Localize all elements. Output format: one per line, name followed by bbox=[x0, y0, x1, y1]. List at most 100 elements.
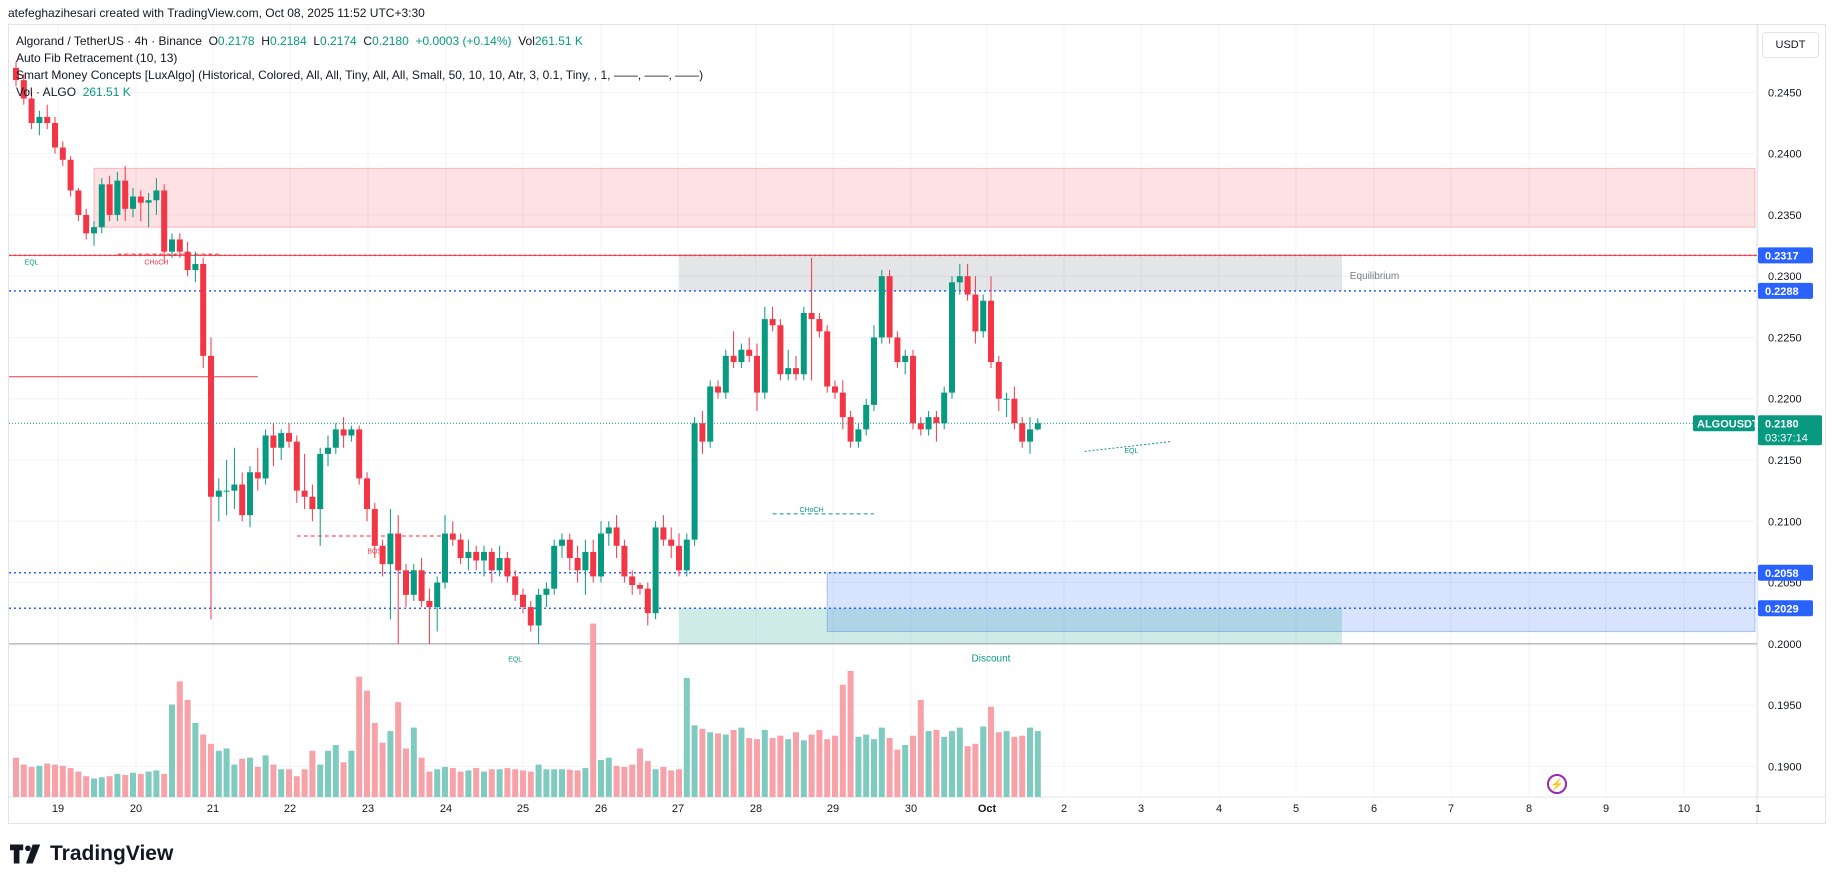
volume-bar bbox=[980, 726, 987, 797]
lightning-icon[interactable]: ⚡ bbox=[1547, 774, 1567, 794]
volume-bar bbox=[582, 768, 589, 797]
x-tick-label: 19 bbox=[52, 803, 64, 815]
volume-bar bbox=[964, 746, 971, 797]
volume-bar bbox=[715, 733, 721, 797]
volume-bar bbox=[676, 769, 682, 797]
x-tick-label: 1 bbox=[1755, 803, 1761, 815]
volume-bar bbox=[254, 766, 261, 797]
candle-body bbox=[980, 300, 987, 332]
volume-bar bbox=[543, 769, 550, 797]
candle-body bbox=[75, 190, 82, 215]
legend-volume-indicator[interactable]: Vol · ALGO 261.51 K bbox=[16, 84, 703, 101]
volume-bar bbox=[83, 776, 90, 797]
candle-body bbox=[894, 337, 901, 362]
volume-bar bbox=[52, 764, 58, 797]
volume-bar bbox=[902, 744, 909, 797]
candle-body bbox=[722, 355, 729, 393]
volume-bar bbox=[395, 702, 402, 797]
candle-body bbox=[956, 276, 963, 283]
candle-body bbox=[153, 190, 160, 201]
volume-bar bbox=[878, 727, 885, 797]
candle-body bbox=[504, 558, 511, 577]
candle-body bbox=[215, 490, 222, 497]
volume-bar bbox=[488, 769, 495, 797]
volume-bar bbox=[278, 769, 285, 797]
candle-body bbox=[676, 545, 682, 571]
candle-body bbox=[270, 435, 277, 448]
legend-symbol-row[interactable]: Algorand / TetherUS · 4h · Binance O0.21… bbox=[16, 33, 703, 50]
candle-body bbox=[262, 435, 269, 479]
volume-bar bbox=[691, 725, 698, 797]
legend-low: 0.2174 bbox=[320, 34, 357, 48]
candle-body bbox=[520, 594, 526, 608]
volume-bar bbox=[816, 729, 823, 797]
candle-body bbox=[184, 251, 191, 271]
candle-body bbox=[878, 276, 885, 338]
current-price-badge bbox=[1758, 415, 1822, 446]
candle-body bbox=[403, 570, 409, 595]
volume-bar bbox=[434, 769, 441, 797]
x-tick-label: 26 bbox=[595, 803, 607, 815]
chart-legend: Algorand / TetherUS · 4h · Binance O0.21… bbox=[16, 33, 703, 101]
volume-bar bbox=[28, 766, 35, 797]
volume-bar bbox=[1019, 735, 1026, 797]
volume-bar bbox=[418, 757, 425, 797]
legend-vol: 261.51 K bbox=[534, 34, 583, 48]
candle-body bbox=[309, 496, 316, 510]
candle-body bbox=[1034, 423, 1041, 430]
volume-bar bbox=[325, 750, 331, 797]
volume-bar bbox=[808, 734, 815, 797]
chart-annotation: Discount bbox=[972, 654, 1011, 665]
legend-vol-algo: 261.51 K bbox=[82, 85, 131, 99]
candle-body bbox=[777, 325, 784, 375]
candle-body bbox=[715, 386, 721, 393]
volume-bar bbox=[426, 771, 433, 797]
x-tick-label: Oct bbox=[978, 803, 997, 815]
volume-bar bbox=[1011, 736, 1018, 797]
legend-symbol[interactable]: Algorand / TetherUS · 4h · Binance bbox=[16, 34, 202, 48]
x-tick-label: 3 bbox=[1138, 803, 1144, 815]
volume-bar bbox=[44, 763, 51, 797]
candle-body bbox=[387, 533, 394, 565]
y-tick-label: 0.1900 bbox=[1768, 761, 1802, 773]
volume-bar bbox=[777, 735, 784, 797]
volume-bar bbox=[652, 769, 659, 797]
candle-body bbox=[465, 551, 472, 559]
candle-body bbox=[754, 355, 760, 393]
legend-high: 0.2184 bbox=[269, 34, 307, 48]
discount-zone bbox=[679, 608, 1342, 644]
volume-bar bbox=[496, 769, 503, 797]
candle-body bbox=[192, 263, 199, 271]
volume-bar bbox=[293, 776, 300, 797]
candle-body bbox=[418, 570, 425, 601]
volume-bar bbox=[215, 750, 222, 797]
legend-fib-indicator[interactable]: Auto Fib Retracement (10, 13) bbox=[16, 51, 178, 65]
candle-body bbox=[949, 282, 955, 393]
countdown-label: 03:37:14 bbox=[1765, 432, 1808, 444]
candle-body bbox=[434, 582, 441, 608]
volume-bar bbox=[231, 764, 238, 797]
legend-change: +0.0003 (+0.14%) bbox=[415, 34, 512, 48]
volume-bar bbox=[738, 727, 745, 797]
tradingview-brand[interactable]: TradingView bbox=[10, 842, 173, 866]
candle-body bbox=[130, 196, 136, 209]
volume-bar bbox=[371, 723, 378, 797]
volume-bar bbox=[13, 757, 19, 797]
candle-body bbox=[1027, 429, 1033, 442]
candle-body bbox=[738, 349, 745, 362]
y-tick-label: 0.2150 bbox=[1768, 455, 1802, 467]
currency-button[interactable]: USDT bbox=[1762, 32, 1819, 58]
candle-body bbox=[582, 551, 589, 571]
legend-smc-indicator[interactable]: Smart Money Concepts [LuxAlgo] (Historic… bbox=[16, 68, 704, 82]
candle-body bbox=[644, 588, 651, 614]
candle-body bbox=[761, 319, 768, 393]
candle-body bbox=[176, 239, 183, 252]
symbol-badge-label: ALGOUSDT bbox=[1697, 418, 1759, 430]
candle-body bbox=[239, 484, 246, 516]
volume-bar bbox=[699, 728, 706, 797]
candle-body bbox=[13, 67, 19, 81]
volume-bar bbox=[387, 731, 394, 797]
candle-body bbox=[925, 417, 932, 430]
volume-bar bbox=[847, 670, 854, 797]
